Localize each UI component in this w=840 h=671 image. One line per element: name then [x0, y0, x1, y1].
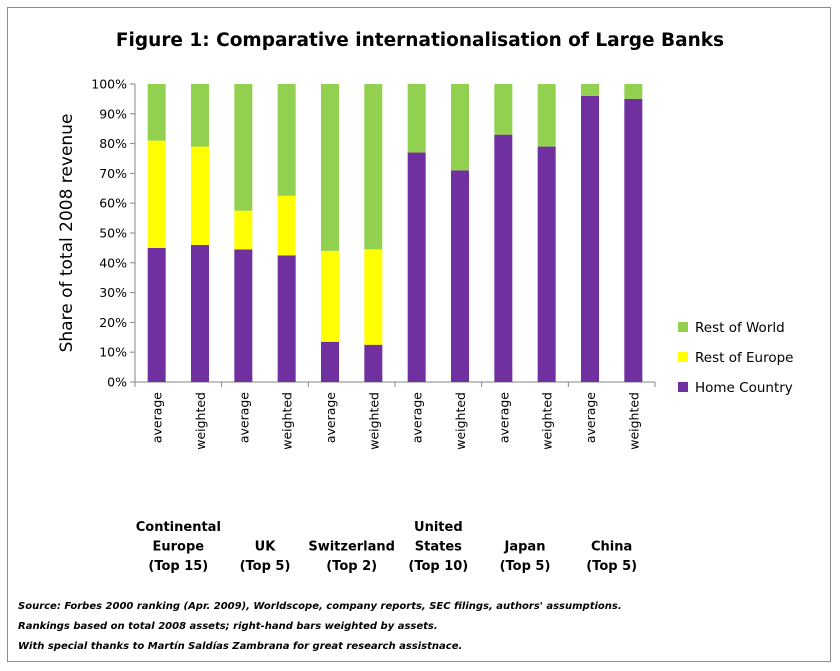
- bar-rest-of-europe: [234, 210, 253, 250]
- bar-rest-of-world: [537, 84, 556, 147]
- group-label: United: [414, 520, 463, 535]
- bar-rest-of-world: [581, 84, 599, 96]
- bar-rest-of-world: [191, 84, 209, 147]
- y-axis-title: Share of total 2008 revenue: [57, 114, 77, 353]
- group-label: States: [415, 540, 462, 555]
- y-tick-label: 60%: [99, 196, 127, 211]
- legend-label: Rest of World: [695, 320, 785, 336]
- category-label: average: [323, 392, 338, 443]
- y-tick-label: 30%: [99, 285, 127, 300]
- bar-home-country: [451, 170, 469, 382]
- rankings-note: Rankings based on total 2008 assets; rig…: [18, 621, 438, 632]
- category-label: weighted: [540, 392, 555, 450]
- group-label: (Top 10): [408, 559, 468, 574]
- group-label: (Top 2): [326, 559, 377, 574]
- y-tick-label: 50%: [99, 226, 127, 241]
- legend-swatch: [678, 322, 688, 332]
- bar-rest-of-europe: [147, 140, 166, 248]
- bar-rest-of-world: [147, 84, 166, 141]
- chart-title: Figure 1: Comparative internationalisati…: [115, 30, 725, 51]
- legend-swatch: [678, 382, 688, 392]
- y-tick-label: 100%: [91, 77, 127, 92]
- category-label: average: [236, 392, 251, 443]
- legend-label: Rest of Europe: [695, 350, 793, 366]
- group-label: UK: [255, 540, 277, 555]
- bar-home-country: [234, 249, 253, 382]
- bar-rest-of-world: [407, 84, 426, 153]
- bar-rest-of-world: [277, 84, 296, 196]
- bar-home-country: [624, 98, 643, 383]
- y-tick-label: 10%: [99, 345, 127, 360]
- bar-home-country: [407, 152, 426, 382]
- y-tick-label: 70%: [99, 166, 127, 181]
- bar-rest-of-world: [494, 84, 513, 135]
- category-label: average: [496, 392, 511, 443]
- group-label: Continental: [136, 520, 221, 535]
- legend-swatch: [678, 352, 688, 362]
- bar-rest-of-world: [234, 84, 253, 211]
- group-label: (Top 5): [586, 559, 637, 574]
- bar-home-country: [147, 247, 166, 382]
- group-label: China: [591, 540, 632, 555]
- bar-home-country: [364, 344, 383, 382]
- bar-home-country: [581, 95, 599, 383]
- bar-rest-of-world: [624, 84, 643, 99]
- legend-label: Home Country: [695, 380, 793, 396]
- category-label: average: [150, 392, 165, 443]
- bar-rest-of-europe: [277, 195, 296, 256]
- y-tick-label: 40%: [99, 255, 127, 270]
- category-label: weighted: [366, 392, 381, 450]
- category-label: average: [583, 392, 598, 443]
- group-label: (Top 5): [500, 559, 551, 574]
- bar-rest-of-world: [364, 84, 383, 250]
- bar-rest-of-europe: [364, 249, 383, 345]
- group-label: (Top 15): [148, 559, 208, 574]
- group-label: Switzerland: [308, 540, 395, 555]
- y-tick-label: 20%: [99, 315, 127, 330]
- bar-rest-of-world: [321, 84, 339, 251]
- bar-rest-of-world: [451, 84, 469, 171]
- category-label: weighted: [193, 392, 208, 450]
- category-label: average: [410, 392, 425, 443]
- bar-home-country: [191, 244, 209, 382]
- category-label: weighted: [453, 392, 468, 450]
- source-note: Source: Forbes 2000 ranking (Apr. 2009),…: [18, 601, 622, 612]
- group-label: Europe: [153, 540, 205, 555]
- chart-notes: Source: Forbes 2000 ranking (Apr. 2009),…: [18, 597, 622, 657]
- category-label: weighted: [280, 392, 295, 450]
- thanks-note: With special thanks to Martín Saldías Za…: [18, 641, 463, 652]
- bar-home-country: [494, 134, 513, 382]
- category-label: weighted: [626, 392, 641, 450]
- bar-rest-of-europe: [321, 250, 339, 342]
- bar-home-country: [277, 255, 296, 382]
- y-tick-label: 80%: [99, 136, 127, 151]
- bar-rest-of-europe: [191, 146, 209, 245]
- bar-home-country: [537, 146, 556, 382]
- bar-home-country: [321, 341, 339, 382]
- group-label: (Top 5): [240, 559, 291, 574]
- y-tick-label: 90%: [99, 106, 127, 121]
- group-label: Japan: [504, 540, 546, 555]
- y-tick-label: 0%: [107, 375, 127, 390]
